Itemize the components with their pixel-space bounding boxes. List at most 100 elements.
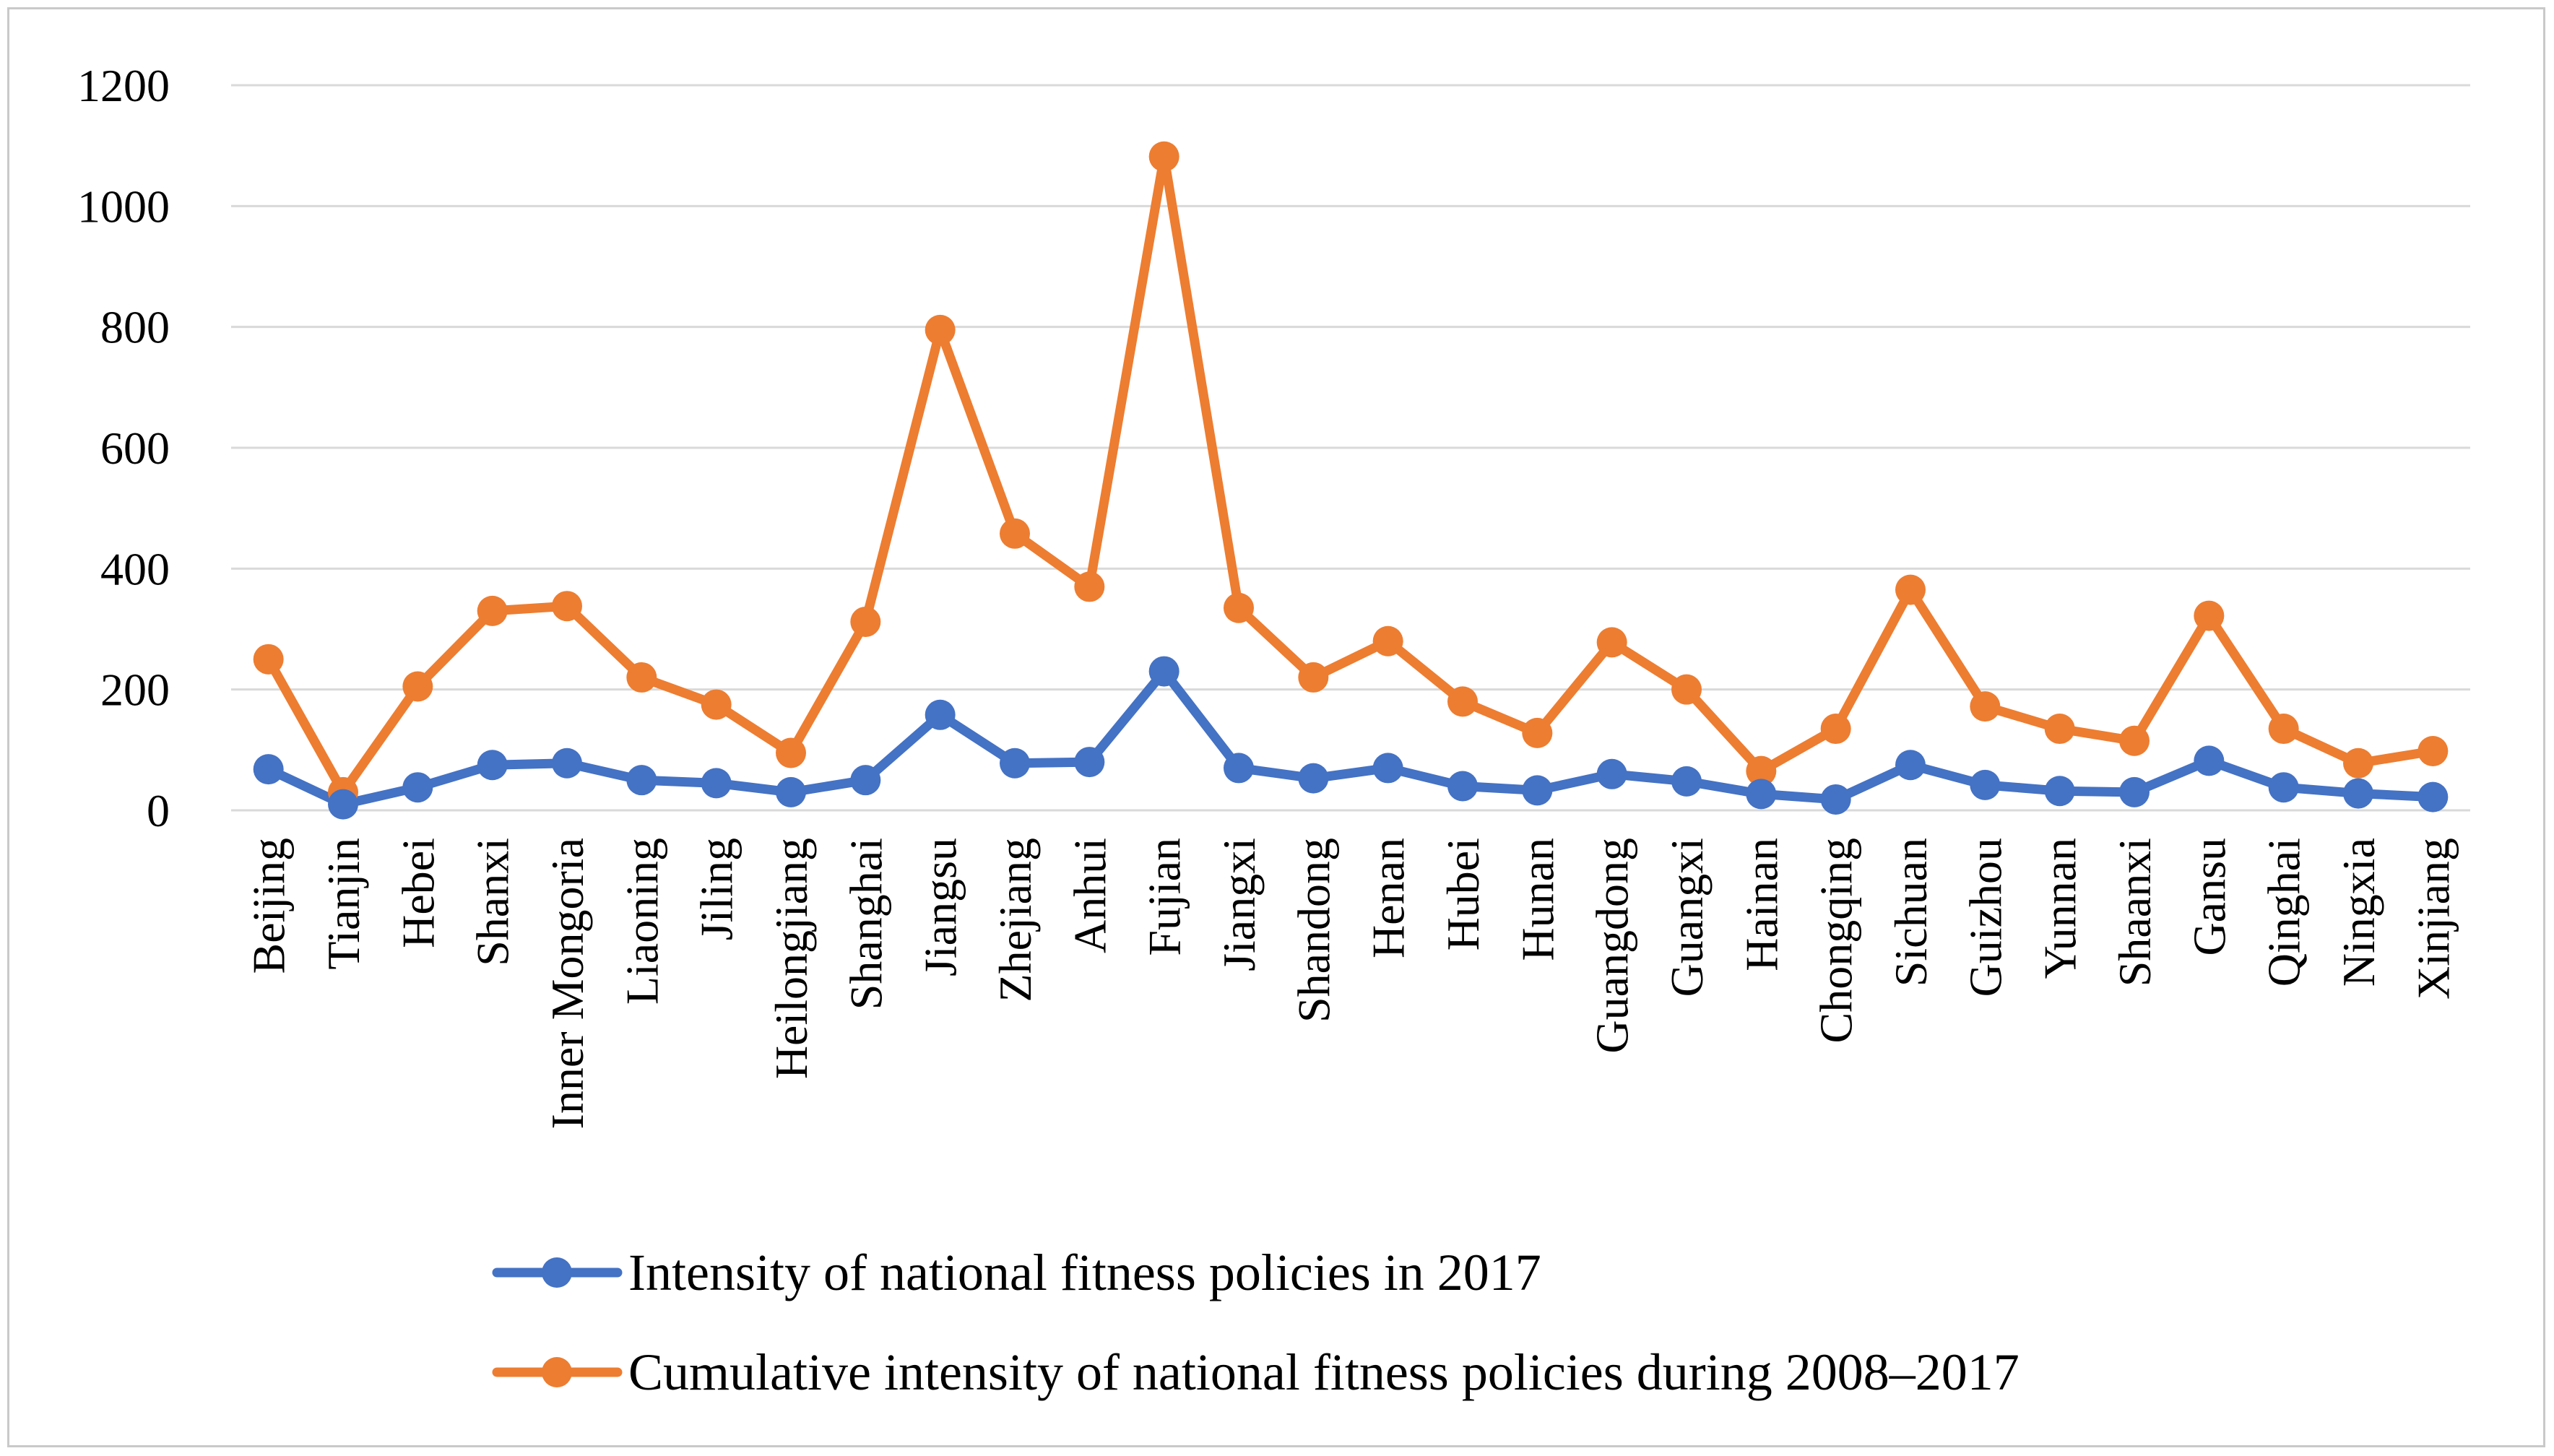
x-tick-label: Beijing xyxy=(243,838,295,974)
data-point xyxy=(2194,600,2225,631)
data-point xyxy=(1596,758,1627,789)
gridlines xyxy=(231,84,2470,691)
data-point xyxy=(1671,766,1702,797)
data-point xyxy=(1522,717,1553,748)
data-point xyxy=(1298,763,1329,794)
y-tick-label: 800 xyxy=(100,302,170,353)
data-point xyxy=(1522,775,1553,806)
data-point xyxy=(626,765,657,796)
x-tick-label: Hunan xyxy=(1512,838,1563,961)
y-tick-label: 1000 xyxy=(77,181,170,232)
data-point xyxy=(776,776,806,807)
data-point xyxy=(1074,747,1105,778)
x-axis-labels: Beijing Tianjin Hebei Shanxi Inner Mongoria L… xyxy=(243,838,2459,1129)
data-point xyxy=(1000,748,1030,779)
x-tick-label: Xinjiang xyxy=(2407,838,2459,1000)
x-tick-label: Tianjin xyxy=(318,838,369,970)
x-tick-label: Gansu xyxy=(2183,838,2235,956)
legend: Intensity of national fitness policies i… xyxy=(492,1244,2020,1401)
x-tick-label: Guangxi xyxy=(1661,838,1713,997)
data-point xyxy=(477,595,508,626)
x-tick-label: Shanghai xyxy=(840,838,891,1010)
y-tick-label: 0 xyxy=(147,785,170,836)
legend-label: Cumulative intensity of national fitness… xyxy=(628,1343,2020,1401)
x-tick-label: Hubei xyxy=(1437,838,1489,950)
data-point xyxy=(850,606,881,637)
data-point xyxy=(2343,748,2373,779)
data-point xyxy=(1447,686,1478,717)
legend-swatch-marker xyxy=(542,1357,572,1387)
data-point xyxy=(925,314,956,345)
x-tick-label: Heilongjiang xyxy=(766,838,817,1079)
x-tick-label: Zhejiang xyxy=(990,838,1041,1002)
x-tick-label: Guizhou xyxy=(1960,838,2011,997)
data-point xyxy=(2343,778,2373,809)
x-tick-label: Hebei xyxy=(392,838,443,948)
data-point xyxy=(253,754,284,785)
data-point xyxy=(1970,769,2001,800)
data-point xyxy=(1596,627,1627,658)
x-tick-label: Qinghai xyxy=(2259,838,2310,987)
data-point xyxy=(1298,662,1329,693)
data-point xyxy=(1148,656,1179,687)
data-point xyxy=(925,699,956,730)
series-line-1 xyxy=(264,152,2438,797)
x-tick-label: Inner Mongoria xyxy=(542,838,593,1129)
data-point xyxy=(1447,771,1478,802)
data-point xyxy=(1820,784,1851,815)
data-point xyxy=(1148,141,1179,172)
x-tick-label: Hainan xyxy=(1736,838,1787,971)
data-point xyxy=(2044,714,2075,745)
x-tick-label: Sichuan xyxy=(1885,838,1936,987)
x-tick-label: Jiangsu xyxy=(915,838,966,976)
x-tick-label: Shanxi xyxy=(467,838,519,966)
x-tick-label: Fujian xyxy=(1139,838,1190,956)
x-tick-label: Shandong xyxy=(1288,838,1339,1023)
data-point xyxy=(552,748,582,779)
data-point xyxy=(850,765,881,796)
data-point xyxy=(1970,691,2001,722)
x-tick-label: Liaoning xyxy=(616,838,667,1005)
data-point xyxy=(1224,592,1254,623)
y-axis-ticks: 0 200 400 600 800 1000 1200 xyxy=(77,60,170,836)
x-tick-label: Guangdong xyxy=(1587,838,1638,1054)
data-point xyxy=(2417,781,2449,812)
data-point xyxy=(2268,772,2299,803)
data-point xyxy=(1372,753,1403,784)
data-point xyxy=(552,591,582,622)
data-point xyxy=(2119,776,2150,807)
data-point xyxy=(701,768,732,799)
data-point xyxy=(701,689,732,720)
data-point xyxy=(328,789,358,820)
legend-label: Intensity of national fitness policies i… xyxy=(628,1244,1541,1301)
data-point xyxy=(1746,779,1777,810)
data-point xyxy=(2044,776,2075,807)
data-point xyxy=(776,737,806,768)
data-point xyxy=(402,671,433,702)
data-point xyxy=(1895,574,1926,605)
series-markers xyxy=(253,141,2449,820)
data-point xyxy=(2194,745,2225,776)
data-point xyxy=(477,750,508,781)
data-point xyxy=(1820,714,1851,745)
data-point xyxy=(1746,755,1777,786)
data-point xyxy=(1074,571,1105,602)
y-tick-label: 400 xyxy=(100,543,170,594)
x-tick-label: Henan xyxy=(1363,838,1414,958)
data-point xyxy=(1372,625,1403,656)
data-point xyxy=(1224,753,1254,784)
x-tick-label: Ningxia xyxy=(2333,838,2384,987)
data-point xyxy=(1895,750,1926,781)
data-point xyxy=(2119,725,2150,756)
x-tick-label: Jiangxi xyxy=(1213,838,1265,971)
x-tick-label: Anhui xyxy=(1064,838,1115,953)
chart-frame xyxy=(7,7,2545,1447)
data-point xyxy=(2268,714,2299,745)
data-point xyxy=(1671,674,1702,705)
y-tick-label: 1200 xyxy=(77,60,170,111)
x-tick-label: Yunnan xyxy=(2035,838,2086,979)
data-point xyxy=(253,644,284,675)
x-tick-label: Jiling xyxy=(691,838,743,940)
x-tick-label: Chongqing xyxy=(1811,838,1862,1043)
